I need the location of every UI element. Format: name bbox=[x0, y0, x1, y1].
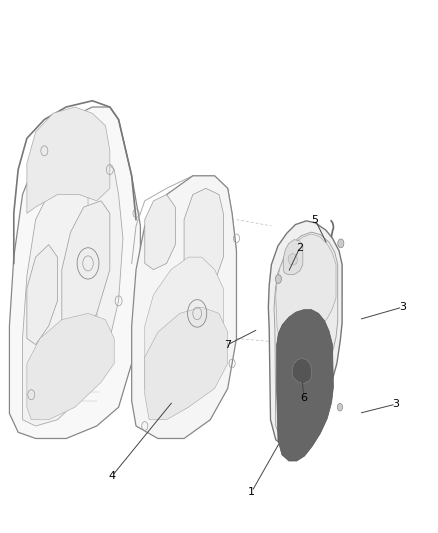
Polygon shape bbox=[184, 188, 223, 288]
Polygon shape bbox=[27, 245, 57, 345]
Polygon shape bbox=[274, 232, 338, 439]
Text: 6: 6 bbox=[300, 393, 307, 403]
Text: 3: 3 bbox=[399, 302, 406, 312]
Polygon shape bbox=[27, 313, 114, 419]
Text: 3: 3 bbox=[392, 399, 399, 409]
Polygon shape bbox=[62, 201, 110, 351]
Polygon shape bbox=[145, 195, 175, 270]
Polygon shape bbox=[288, 253, 297, 265]
Circle shape bbox=[276, 274, 282, 284]
Polygon shape bbox=[277, 310, 333, 461]
Circle shape bbox=[338, 239, 344, 248]
Polygon shape bbox=[292, 358, 311, 383]
Polygon shape bbox=[268, 221, 342, 446]
Text: 2: 2 bbox=[296, 243, 304, 253]
Polygon shape bbox=[132, 176, 237, 439]
Polygon shape bbox=[10, 107, 141, 439]
Polygon shape bbox=[276, 234, 336, 345]
Polygon shape bbox=[27, 107, 110, 213]
Circle shape bbox=[337, 403, 343, 411]
Text: 5: 5 bbox=[311, 215, 318, 224]
Text: 4: 4 bbox=[109, 471, 116, 481]
Text: 1: 1 bbox=[248, 487, 255, 497]
Polygon shape bbox=[145, 257, 223, 419]
Polygon shape bbox=[284, 240, 303, 274]
Polygon shape bbox=[22, 157, 123, 426]
Polygon shape bbox=[145, 307, 228, 419]
Text: 7: 7 bbox=[224, 340, 231, 350]
